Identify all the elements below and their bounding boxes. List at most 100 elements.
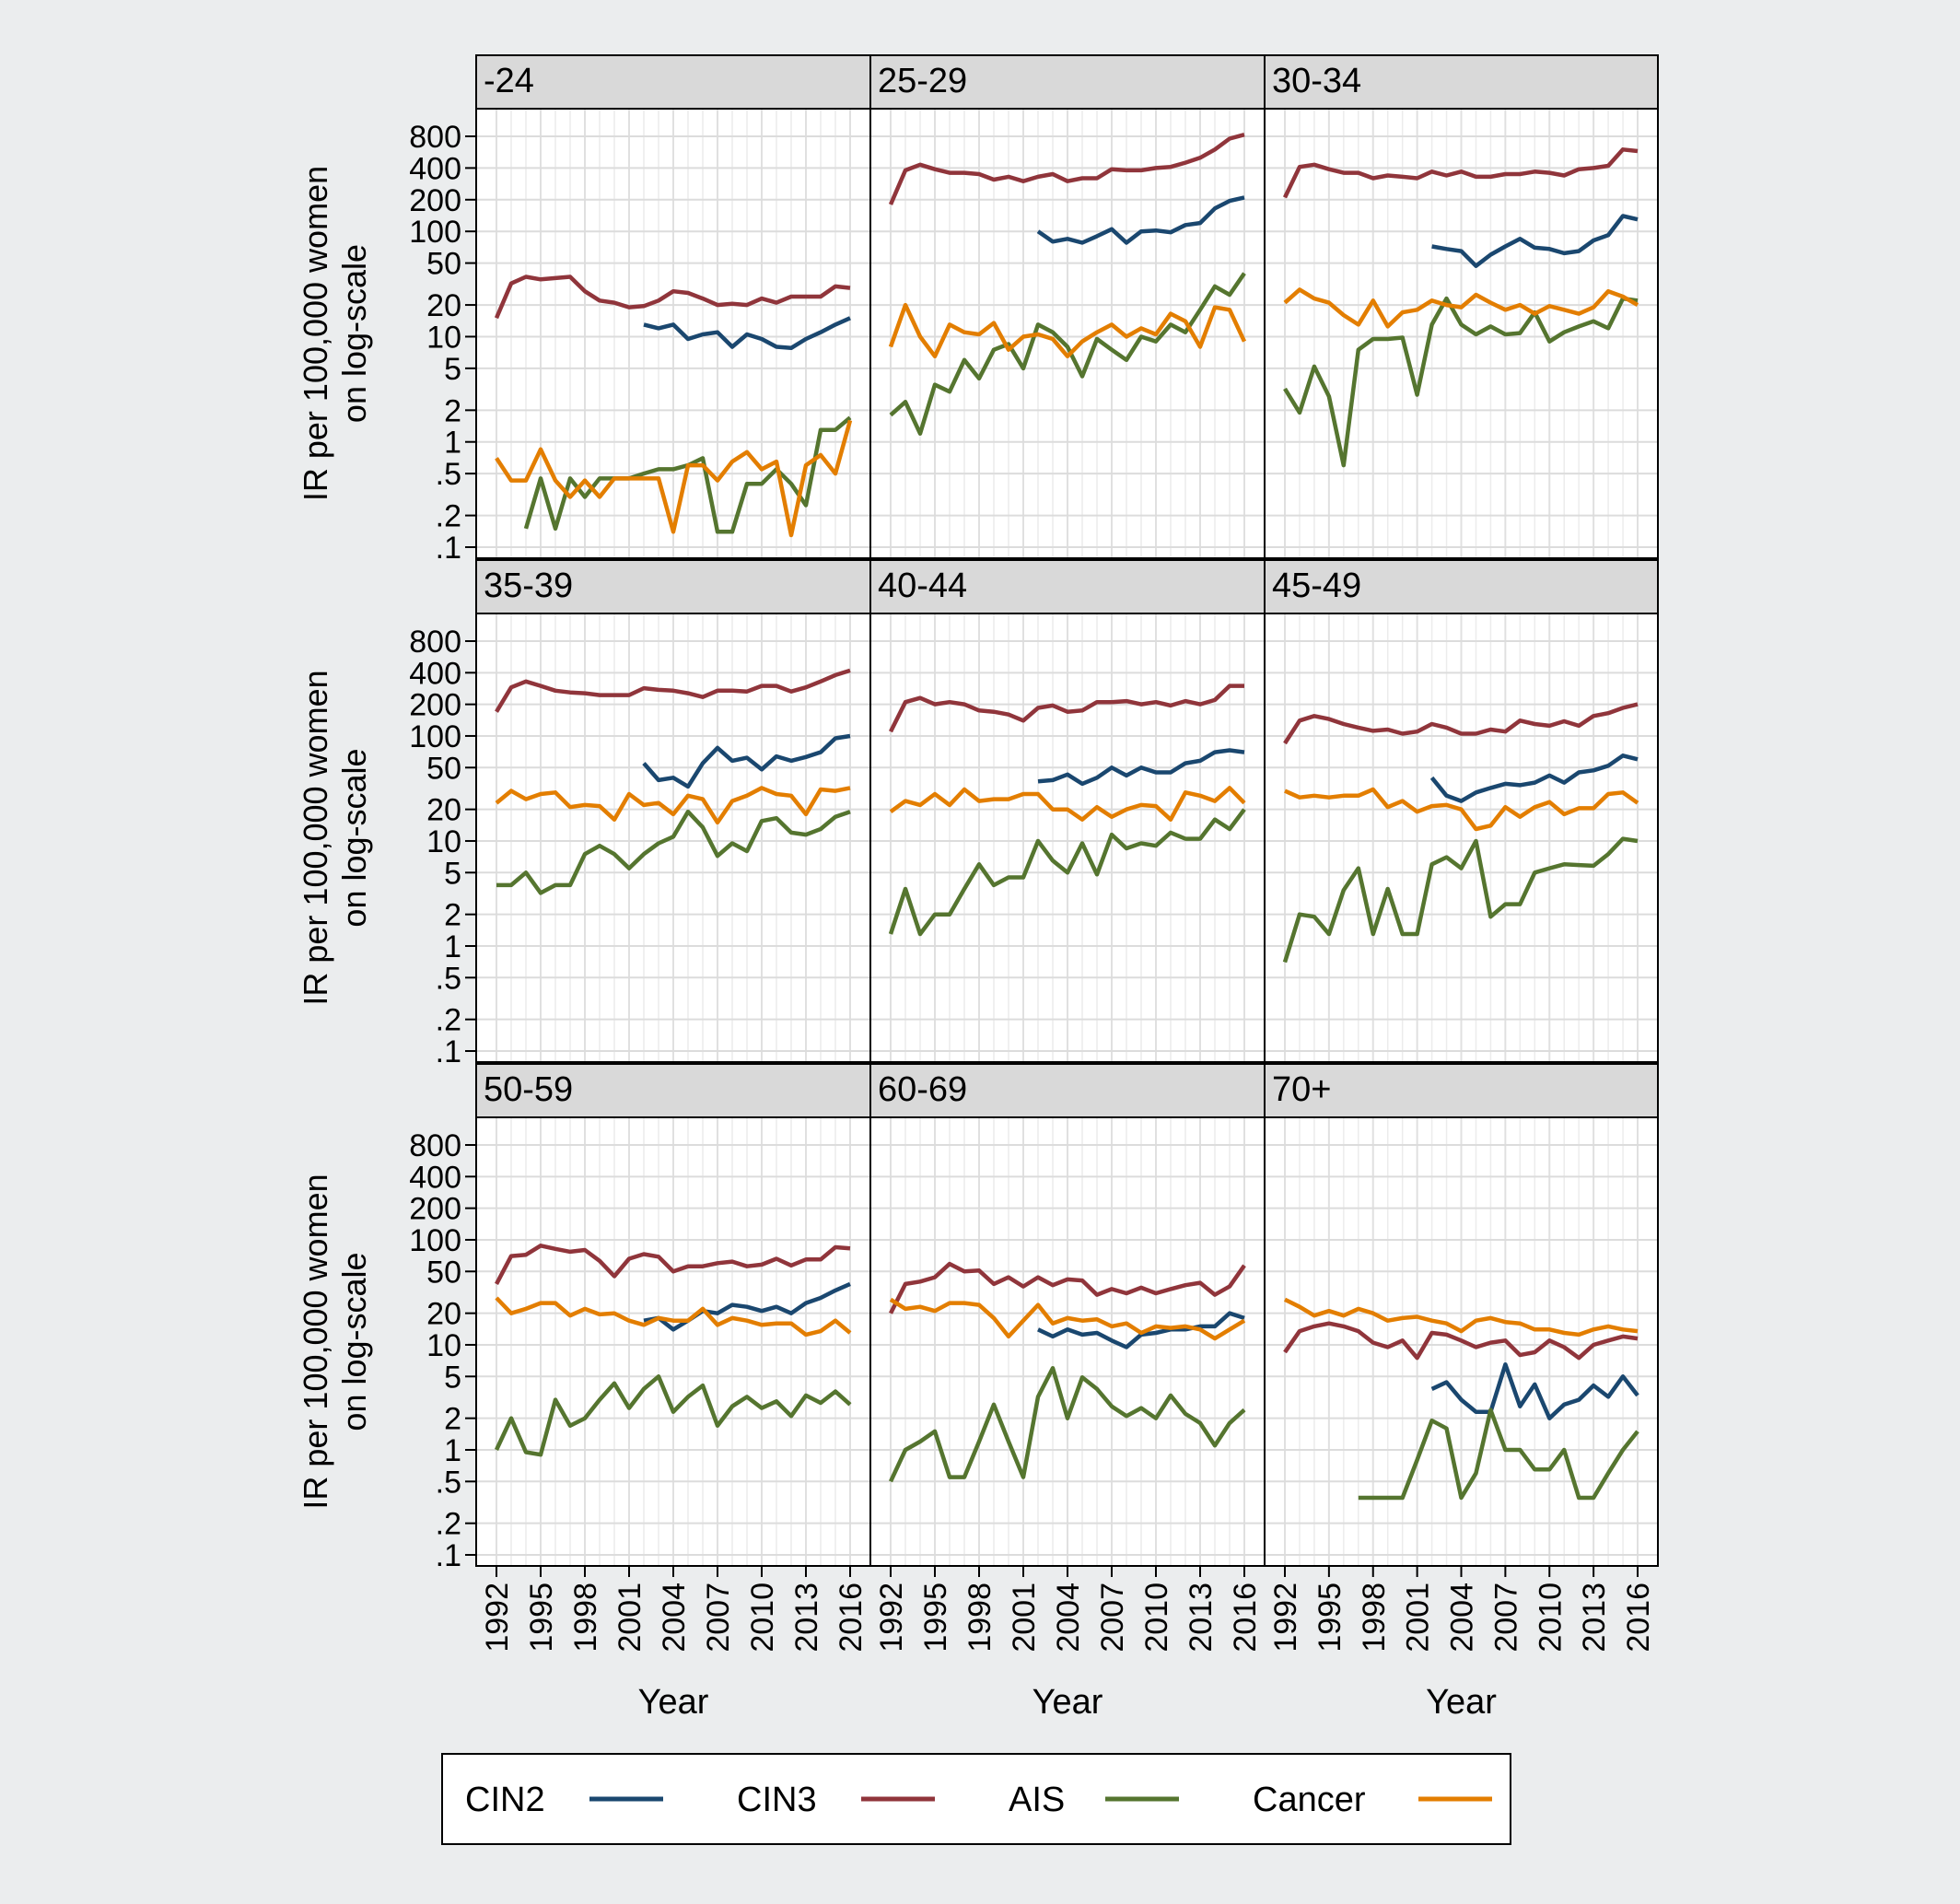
- series-line-cancer: [495, 786, 851, 825]
- series-line-cin3: [888, 683, 1244, 733]
- chart-panels: -24 25-29 30-34 35-39 40-44 45-49 50-59 60-69 70…: [475, 54, 1659, 1567]
- series-line-cin3: [888, 133, 1245, 205]
- series-line-cancer: [1283, 287, 1639, 329]
- x-axis-title: Year: [1032, 1683, 1103, 1722]
- y-axis-title-line1: IR per 100,000 women: [297, 670, 334, 1005]
- x-tick-label: 2001: [1401, 1583, 1436, 1653]
- series-line-cin3: [1283, 702, 1639, 745]
- x-tick-label: 2016: [834, 1583, 869, 1653]
- panel-45-49: 45-49: [1264, 559, 1659, 1063]
- x-tick-label: 2010: [1139, 1583, 1174, 1653]
- y-tick-label: .2: [436, 499, 461, 534]
- y-tick-label: 50: [426, 1255, 461, 1290]
- y-tick-label: 400: [409, 656, 461, 691]
- y-tick-label: .1: [436, 531, 461, 566]
- y-axes: .1.2.5125102050100200400800.1.2.51251020…: [409, 109, 477, 1573]
- series-line-cin2: [1429, 753, 1639, 803]
- series-line-cin3: [495, 668, 851, 713]
- y-tick-label: .1: [436, 1034, 461, 1069]
- panel-35-39: 35-39: [475, 559, 871, 1063]
- x-tick-label: 2004: [657, 1583, 692, 1653]
- legend-label-cin2: CIN2: [465, 1781, 545, 1819]
- series-line-cin3: [888, 1261, 1246, 1314]
- y-tick-label: 100: [409, 1223, 461, 1258]
- panel-header: [1264, 54, 1659, 110]
- y-tick-label: .2: [436, 1507, 461, 1542]
- series-line-cancer: [889, 786, 1246, 822]
- y-tick-label: 100: [409, 719, 461, 754]
- x-tick-label: 2004: [1445, 1583, 1480, 1653]
- series-line-cin2: [643, 316, 851, 351]
- series-line-cancer: [1284, 1297, 1639, 1337]
- panel-title: 25-29: [878, 62, 967, 100]
- x-tick-label: 1995: [918, 1583, 953, 1653]
- y-tick-label: 1: [444, 929, 461, 964]
- panel-title: 45-49: [1272, 567, 1361, 605]
- series-line-ais: [1283, 296, 1639, 468]
- y-tick-label: .5: [436, 457, 461, 492]
- y-tick-label: 800: [409, 625, 461, 660]
- y-tick-label: 5: [444, 1360, 461, 1395]
- panel-title: 40-44: [878, 567, 967, 605]
- x-tick-label: 2001: [1007, 1583, 1042, 1653]
- panel-frame: [1264, 613, 1659, 1063]
- y-tick-label: 50: [426, 247, 461, 282]
- series-line-cin2: [1037, 748, 1245, 787]
- y-axis-title-line2: on log-scale: [335, 748, 373, 927]
- y-tick-label: 2: [444, 898, 461, 933]
- legend-label-cin3: CIN3: [737, 1781, 817, 1819]
- x-tick-label: 2013: [789, 1583, 824, 1653]
- x-tick-label: 2016: [1621, 1583, 1656, 1653]
- series-line-cin2: [1431, 214, 1639, 268]
- panel-title: 60-69: [878, 1070, 967, 1109]
- y-tick-label: 2: [444, 1402, 461, 1437]
- panel-title: -24: [484, 62, 534, 100]
- y-axis-title-line2: on log-scale: [335, 244, 373, 423]
- x-tick-label: 2007: [1488, 1583, 1523, 1653]
- y-tick-label: 1: [444, 1433, 461, 1468]
- x-axes: 1992 1995 1998 2001 2004 2007 2010 2013 2016Year…: [476, 1565, 1658, 1722]
- y-tick-label: 5: [444, 856, 461, 891]
- y-tick-label: 20: [426, 288, 461, 323]
- panel-25-29: 25-29: [869, 54, 1266, 559]
- x-tick-label: 1995: [524, 1583, 559, 1653]
- series-line-cin2: [1430, 1362, 1639, 1420]
- series-line-cin3: [1282, 147, 1639, 199]
- x-tick-label: 1998: [1357, 1583, 1392, 1653]
- legend-label-ais: AIS: [1009, 1781, 1065, 1819]
- panel-header: [1264, 1063, 1659, 1118]
- series-line-cin2: [643, 1281, 851, 1332]
- y-tick-label: 800: [409, 120, 461, 155]
- panel-70+: 70+: [1264, 1063, 1659, 1567]
- y-tick-label: 1: [444, 426, 461, 461]
- y-tick-label: 20: [426, 1297, 461, 1332]
- panel-header: [475, 559, 871, 614]
- series-line-ais: [888, 808, 1246, 937]
- y-tick-label: 800: [409, 1128, 461, 1163]
- y-tick-label: 10: [426, 1328, 461, 1363]
- x-tick-label: 2007: [701, 1583, 736, 1653]
- series-line-cancer: [888, 302, 1247, 359]
- panel-frame: [1264, 108, 1659, 559]
- x-tick-label: 2001: [612, 1583, 648, 1653]
- series-line-cancer: [1284, 787, 1639, 832]
- series-line-cin3: [1283, 1321, 1639, 1361]
- series-line-cancer: [889, 1297, 1246, 1341]
- panel-title: 70+: [1272, 1070, 1331, 1109]
- series-line-ais: [889, 272, 1246, 436]
- y-tick-label: 10: [426, 320, 461, 355]
- series-line-ais: [494, 1374, 852, 1457]
- series-line-cin3: [494, 275, 851, 320]
- series-line-ais: [1282, 836, 1639, 964]
- x-tick-label: 2016: [1228, 1583, 1263, 1653]
- panel--24: -24: [475, 54, 871, 559]
- y-axis-title-line1: IR per 100,000 women: [297, 166, 334, 501]
- legend-label-cancer: Cancer: [1253, 1781, 1366, 1819]
- x-axis-title: Year: [638, 1683, 709, 1722]
- y-tick-label: 10: [426, 824, 461, 859]
- y-tick-label: .5: [436, 961, 461, 996]
- x-tick-label: 1992: [874, 1583, 909, 1653]
- x-tick-label: 1992: [1268, 1583, 1303, 1653]
- series-line-cin2: [642, 733, 851, 789]
